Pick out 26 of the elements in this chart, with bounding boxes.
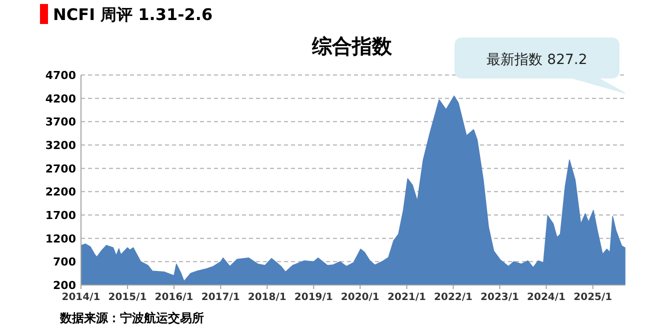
x-tick-label: 2024/1 (527, 292, 566, 303)
chart-title: 综合指数 (311, 34, 393, 58)
x-tick-label: 2023/1 (480, 292, 520, 303)
y-tick-label: 200 (53, 279, 76, 292)
y-tick-label: 3700 (45, 116, 76, 129)
y-tick-label: 1700 (45, 209, 76, 222)
chart-subtitle: NCFI 周评 1.31-2.6 (53, 5, 213, 24)
x-tick-label: 2014/1 (62, 292, 100, 303)
y-tick-label: 2700 (45, 162, 76, 176)
x-tick-label: 2019/1 (294, 292, 333, 303)
y-tick-label: 4200 (45, 92, 76, 106)
source-note: 数据来源：宁波航运交易所 (59, 311, 204, 325)
x-tick-label: 2017/1 (201, 292, 240, 303)
x-tick-label: 2025/1 (574, 292, 612, 303)
y-tick-label: 2200 (45, 186, 76, 199)
x-tick-label: 2020/1 (340, 292, 380, 303)
x-tick-label: 2022/1 (434, 292, 473, 303)
x-tick-label: 2016/1 (154, 292, 194, 303)
y-tick-label: 3200 (45, 139, 76, 152)
x-tick-label: 2015/1 (108, 292, 147, 303)
y-tick-label: 4700 (45, 69, 76, 82)
x-tick-label: 2021/1 (388, 292, 426, 303)
x-tick-label: 2018/1 (248, 292, 286, 303)
y-tick-label: 1200 (45, 232, 76, 246)
text: 最新指数 827.2 (486, 52, 588, 68)
y-tick-label: 700 (53, 256, 76, 269)
